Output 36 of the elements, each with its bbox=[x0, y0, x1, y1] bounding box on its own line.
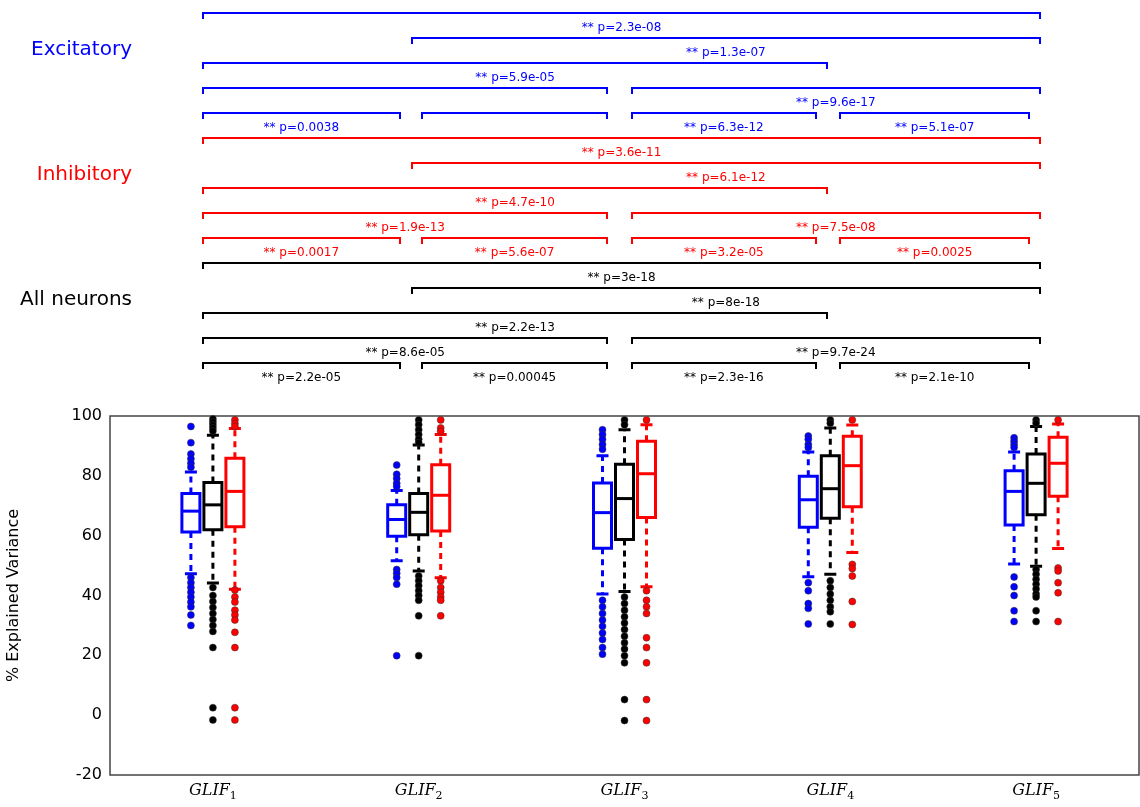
text: ** p=5.1e-07 bbox=[894, 120, 975, 134]
text: Inhibitory bbox=[35, 161, 132, 185]
text: ** p=0.0038 bbox=[263, 120, 340, 134]
text: ** p=1.9e-13 bbox=[365, 220, 445, 234]
text: ** p=1.3e-07 bbox=[686, 45, 766, 59]
text: ** p=2.1e-10 bbox=[894, 370, 975, 384]
text: ** p=6.1e-12 bbox=[686, 170, 766, 184]
text: ** p=9.6e-17 bbox=[796, 95, 876, 109]
text: ** p=4.7e-10 bbox=[475, 195, 555, 209]
y-tick-label: 60 bbox=[81, 524, 102, 544]
y-tick-label: 0 bbox=[91, 704, 102, 724]
text: ** p=9.7e-24 bbox=[796, 345, 876, 359]
text: ** p=2.2e-05 bbox=[261, 370, 342, 384]
text: ** p=8e-18 bbox=[691, 295, 760, 309]
y-tick-label: 20 bbox=[81, 644, 102, 664]
y-tick-label: 100 bbox=[71, 405, 102, 425]
text: ** p=0.0025 bbox=[896, 245, 973, 259]
text: ** p=7.5e-08 bbox=[796, 220, 876, 234]
text: ** p=3e-18 bbox=[587, 270, 656, 284]
text: ** p=2.2e-13 bbox=[475, 320, 555, 334]
text: Excitatory bbox=[30, 36, 132, 60]
text: ** p=2.3e-08 bbox=[581, 20, 662, 34]
text: ** p=0.0017 bbox=[263, 245, 340, 259]
y-tick-label: 40 bbox=[81, 584, 102, 604]
text: ** p=5.6e-07 bbox=[474, 245, 555, 259]
text: ** p=3.6e-11 bbox=[581, 145, 662, 159]
text: ** p=2.3e-16 bbox=[684, 370, 764, 384]
text: ** p=8.6e-05 bbox=[365, 345, 445, 359]
y-tick-label: 80 bbox=[81, 464, 102, 484]
text: ** p=0.00045 bbox=[473, 370, 557, 384]
y-axis-title: % Explained Variance bbox=[2, 508, 22, 683]
y-tick-label: -20 bbox=[75, 764, 102, 784]
text: ** p=6.3e-12 bbox=[684, 120, 764, 134]
text: All neurons bbox=[19, 286, 132, 310]
text: ** p=5.9e-05 bbox=[475, 70, 555, 84]
text: ** p=3.2e-05 bbox=[684, 245, 764, 259]
